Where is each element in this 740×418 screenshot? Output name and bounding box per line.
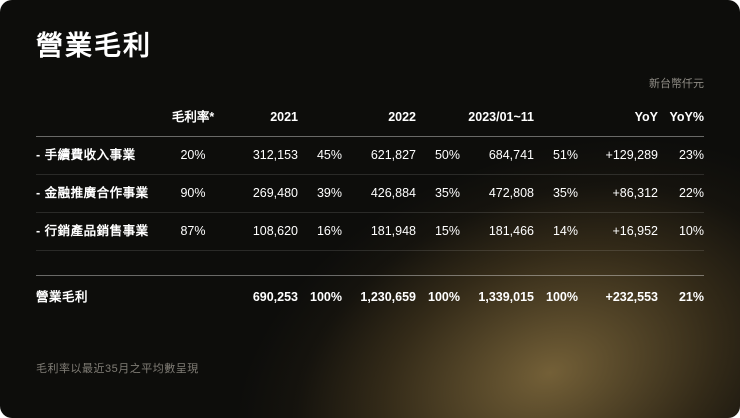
cell-margin-rate: 90%	[180, 186, 206, 200]
page-title: 營業毛利	[36, 31, 152, 61]
cell-2021-share: 39%	[316, 186, 342, 200]
cell-2022-value: 426,884	[370, 186, 416, 200]
cell-2023-share: 14%	[552, 224, 578, 238]
total-2021-value: 690,253	[252, 290, 298, 304]
cell-margin-rate: 20%	[180, 148, 206, 162]
total-2021-share: 100%	[310, 290, 342, 304]
cell-2023-value: 472,808	[488, 186, 534, 200]
header-2021-share-spacer	[298, 109, 342, 129]
cell-2021-share: 45%	[316, 148, 342, 162]
cell-2023-share: 35%	[552, 186, 578, 200]
cell-yoy-percent: 10%	[678, 224, 704, 238]
cell-yoy-percent: 23%	[678, 148, 704, 162]
total-margin-rate	[162, 284, 224, 312]
total-yoy-percent: 21%	[678, 290, 704, 304]
cell-2023-value: 181,466	[488, 224, 534, 238]
header-2023: 2023/01~11	[468, 110, 534, 124]
total-yoy-value: +232,553	[605, 290, 658, 304]
cell-yoy-percent: 22%	[678, 186, 704, 200]
table-total-row: 營業毛利 690,253 100% 1,230,659 100% 1,339,0…	[36, 275, 704, 319]
cell-2022-share: 35%	[434, 186, 460, 200]
cell-yoy-value: +129,289	[605, 148, 658, 162]
header-yoy-percent: YoY%	[669, 110, 705, 124]
row-label: - 行銷產品銷售事業	[36, 224, 149, 238]
header-row-label-spacer	[36, 109, 162, 129]
cell-2022-value: 181,948	[370, 224, 416, 238]
header-2022: 2022	[388, 110, 416, 124]
cell-2023-share: 51%	[552, 148, 578, 162]
table-row-marketing-product-sales: - 行銷產品銷售事業 87% 108,620 16% 181,948 15% 1…	[36, 213, 704, 251]
total-2023-share: 100%	[546, 290, 578, 304]
cell-2023-value: 684,741	[488, 148, 534, 162]
table-row-financial-promotion: - 金融推廣合作事業 90% 269,480 39% 426,884 35% 4…	[36, 175, 704, 213]
cell-2021-value: 269,480	[252, 186, 298, 200]
total-2022-share: 100%	[428, 290, 460, 304]
cell-yoy-value: +16,952	[612, 224, 658, 238]
cell-2021-value: 108,620	[252, 224, 298, 238]
currency-unit-note: 新台幣仟元	[649, 78, 704, 90]
total-label: 營業毛利	[36, 290, 89, 304]
header-yoy: YoY	[634, 110, 658, 124]
cell-2022-value: 621,827	[370, 148, 416, 162]
header-2023-share-spacer	[534, 109, 578, 129]
cell-yoy-value: +86,312	[612, 186, 658, 200]
margin-rate-footnote: 毛利率以最近35月之平均數呈現	[36, 363, 199, 375]
total-2022-value: 1,230,659	[360, 290, 416, 304]
cell-2021-share: 16%	[316, 224, 342, 238]
cell-2022-share: 15%	[434, 224, 460, 238]
cell-2022-share: 50%	[434, 148, 460, 162]
total-2023-value: 1,339,015	[478, 290, 534, 304]
cell-margin-rate: 87%	[180, 224, 206, 238]
cell-2021-value: 312,153	[252, 148, 298, 162]
table-row-fee-income: - 手續費收入事業 20% 312,153 45% 621,827 50% 68…	[36, 137, 704, 175]
gross-profit-table: 毛利率* 2021 2022 2023/01~11 YoY YoY% - 手續費…	[36, 101, 704, 319]
header-2022-share-spacer	[416, 109, 460, 129]
header-2021: 2021	[270, 110, 298, 124]
header-margin-rate: 毛利率*	[171, 110, 215, 124]
row-label: - 金融推廣合作事業	[36, 186, 149, 200]
table-header-row: 毛利率* 2021 2022 2023/01~11 YoY YoY%	[36, 101, 704, 137]
row-label: - 手續費收入事業	[36, 148, 136, 162]
